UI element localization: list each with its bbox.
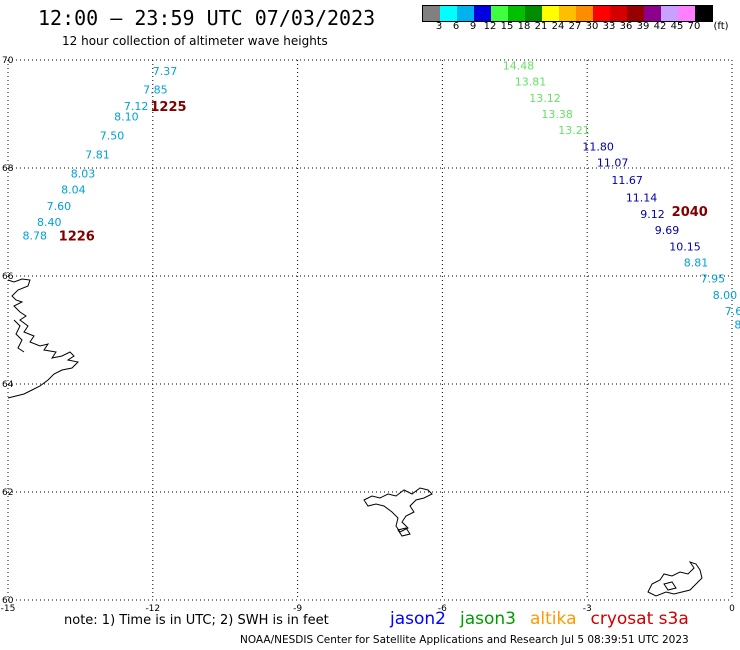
wave-height-value: 8.03 <box>71 167 96 180</box>
wave-height-value: 9.12 <box>640 208 665 221</box>
color-scale-label: 45 <box>670 21 684 32</box>
latitude-tick-label: 70 <box>2 56 14 66</box>
latitude-tick-label: 60 <box>2 596 14 606</box>
color-scale-bar <box>422 5 713 22</box>
legend-entry: altika <box>530 609 577 629</box>
latitude-tick-label: 62 <box>2 488 13 498</box>
color-scale-label: 70 <box>687 21 701 32</box>
wave-height-value: 11.67 <box>611 174 643 187</box>
wave-height-value: 8.10 <box>114 111 139 124</box>
satellite-legend: jason2 jason3 altika cryosat s3a <box>390 609 703 629</box>
wave-height-value: 10.15 <box>669 240 701 253</box>
wave-height-value: 8 <box>734 319 740 332</box>
color-swatch <box>661 6 678 21</box>
pass-time-label: 1225 <box>150 100 186 115</box>
latitude-tick-label: 68 <box>2 164 14 174</box>
wave-height-value: 14.48 <box>503 59 535 72</box>
wave-height-value: 13.21 <box>558 124 590 137</box>
legend-entry: jason3 <box>460 609 516 629</box>
color-scale-label: 6 <box>452 21 460 32</box>
longitude-tick-label: -6 <box>438 604 447 614</box>
shetland-islands <box>647 561 703 597</box>
wave-height-value: 8.40 <box>37 216 62 229</box>
coastlines <box>7 278 703 597</box>
color-scale-label: 24 <box>551 21 565 32</box>
color-scale-label: 15 <box>500 21 514 32</box>
altimeter-tracks: 7.37 7.85 7.128.10 7.50 7.81 8.03 8.04 7.60 8.40… <box>22 59 740 331</box>
color-scale-label: 39 <box>636 21 650 32</box>
wave-height-value: 7.6 <box>725 305 740 318</box>
color-swatch <box>491 6 508 21</box>
color-scale-label: 12 <box>483 21 497 32</box>
color-scale-label: 18 <box>517 21 531 32</box>
color-swatch <box>542 6 559 21</box>
wave-height-value: 8.78 <box>22 230 47 243</box>
color-scale-unit: (ft) <box>713 21 729 32</box>
color-scale-label: 33 <box>602 21 616 32</box>
wave-height-value: 11.07 <box>597 157 629 170</box>
shetland-islet <box>663 581 677 591</box>
wave-height-value: 8.81 <box>684 257 709 270</box>
wave-height-value: 7.85 <box>143 84 168 97</box>
wave-height-value: 7.81 <box>85 149 110 162</box>
wave-height-value: 7.60 <box>47 200 72 213</box>
longitude-tick-label: 0 <box>729 604 735 614</box>
wave-height-value: 7.50 <box>100 130 125 143</box>
color-scale-label: 30 <box>585 21 599 32</box>
color-scale-label: 3 <box>435 21 443 32</box>
color-swatch <box>559 6 576 21</box>
longitude-tick-label: -15 <box>1 604 16 614</box>
wave-height-value: 13.38 <box>541 108 573 121</box>
pass-time-label: 1226 <box>59 230 95 245</box>
color-scale-label: 42 <box>653 21 667 32</box>
color-swatch <box>627 6 644 21</box>
iceland-inlet <box>13 319 25 353</box>
axis-labels: -15 -12 -9 -6 -3 0 60 62 64 66 68 70 <box>1 56 735 614</box>
legend-entry: cryosat s3a <box>590 609 689 629</box>
wave-height-value: 11.80 <box>582 140 614 153</box>
latitude-tick-label: 66 <box>2 272 14 282</box>
legend-entry: jason2 <box>390 609 446 629</box>
color-swatch <box>695 6 712 21</box>
wave-height-value: 13.81 <box>515 76 547 89</box>
color-swatch <box>610 6 627 21</box>
map-title: 12:00 – 23:59 UTC 07/03/2023 <box>38 6 376 30</box>
wave-height-value: 8.04 <box>61 184 86 197</box>
color-swatch <box>457 6 474 21</box>
color-swatch <box>440 6 457 21</box>
color-swatch <box>508 6 525 21</box>
color-swatch <box>423 6 440 21</box>
color-scale-label: 27 <box>568 21 582 32</box>
color-swatch <box>644 6 661 21</box>
faroe-island-south <box>397 527 411 537</box>
iceland-coastline <box>7 278 80 399</box>
color-scale-label: 36 <box>619 21 633 32</box>
wave-height-value: 13.12 <box>529 92 561 105</box>
wave-height-value: 7.12 <box>124 100 149 113</box>
wave-height-value: 7.95 <box>701 273 726 286</box>
footnote: note: 1) Time is in UTC; 2) SWH is in fe… <box>64 613 329 628</box>
longitude-tick-label: -12 <box>145 604 160 614</box>
credit-line: NOAA/NESDIS Center for Satellite Applica… <box>240 634 689 646</box>
color-swatch <box>576 6 593 21</box>
longitude-tick-label: -3 <box>583 604 592 614</box>
wave-height-value: 9.69 <box>655 224 680 237</box>
wave-height-value: 8.00 <box>713 289 738 302</box>
color-swatch <box>678 6 695 21</box>
color-scale-label: 9 <box>469 21 477 32</box>
lat-lon-grid <box>7 59 733 601</box>
map-subtitle: 12 hour collection of altimeter wave hei… <box>62 34 328 48</box>
longitude-tick-label: -9 <box>293 604 302 614</box>
wave-height-value: 7.37 <box>153 65 178 78</box>
pass-time-label: 2040 <box>672 205 708 220</box>
color-scale-label: 21 <box>534 21 548 32</box>
color-swatch <box>525 6 542 21</box>
wave-height-value: 11.14 <box>626 192 658 205</box>
latitude-tick-label: 64 <box>2 380 14 390</box>
color-swatch <box>593 6 610 21</box>
color-swatch <box>474 6 491 21</box>
faroe-islands <box>363 487 433 533</box>
